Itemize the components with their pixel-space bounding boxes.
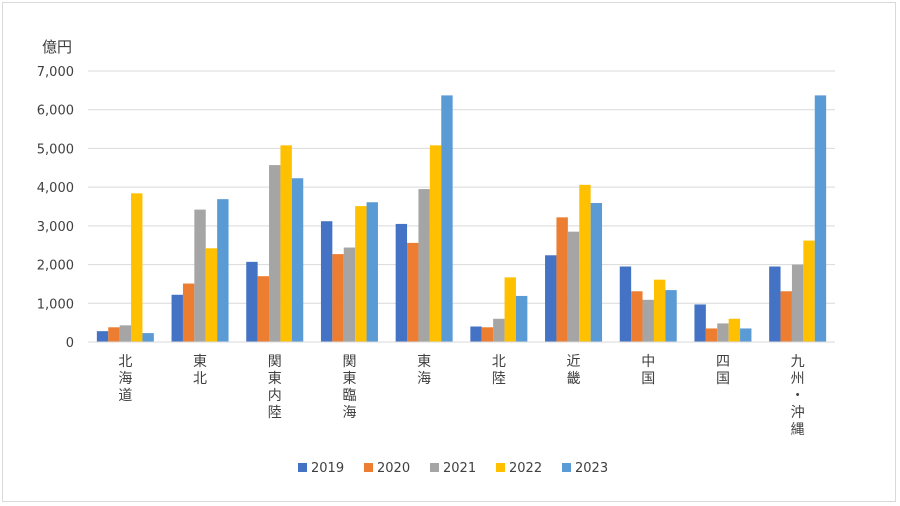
bar-2021-九州・沖縄 [791, 264, 804, 342]
legend-swatch-2021 [430, 463, 439, 472]
bar-2020-東海 [407, 242, 419, 342]
bar-2021-東北 [194, 209, 206, 342]
bar-2022-四国 [728, 318, 741, 342]
bar-2022-東北 [205, 248, 218, 342]
legend-label: 2021 [443, 461, 476, 476]
bar-2019-東北 [171, 294, 183, 342]
legend-swatch-2022 [496, 463, 505, 472]
bar-2019-四国 [694, 304, 706, 342]
bar-2021-東海 [418, 189, 430, 342]
x-category-label: 近畿 [567, 354, 581, 387]
bar-2020-九州・沖縄 [780, 291, 792, 342]
legend-label: 2022 [509, 461, 542, 476]
bar-2020-北陸 [481, 327, 494, 342]
bar-2022-東海 [429, 145, 442, 342]
bar-2020-東北 [182, 283, 195, 342]
bar-2021-四国 [717, 323, 729, 342]
y-tick-label: 4,000 [37, 181, 74, 196]
bar-2022-関東臨海 [355, 206, 367, 342]
bar-2020-関東臨海 [332, 254, 344, 342]
bar-2022-近畿 [579, 184, 591, 342]
bar-2021-北陸 [493, 318, 505, 342]
bar-2020-近畿 [556, 217, 568, 342]
bar-2023-北海道 [142, 333, 154, 342]
y-tick-label: 5,000 [37, 142, 74, 157]
bar-2023-関東内陸 [291, 178, 304, 342]
x-category-label: 北陸 [492, 354, 506, 387]
bar-2022-関東内陸 [280, 145, 292, 342]
bar-2019-北陸 [470, 326, 482, 342]
bar-2019-近畿 [545, 255, 557, 342]
bar-2023-北陸 [515, 295, 528, 342]
bar-2022-九州・沖縄 [803, 240, 815, 342]
bar-2023-中国 [665, 290, 677, 342]
legend-swatch-2019 [298, 463, 307, 472]
bar-2019-東海 [395, 223, 408, 342]
bar-2023-東海 [441, 95, 453, 342]
bar-2020-中国 [631, 291, 643, 342]
y-tick-label: 3,000 [37, 220, 74, 235]
y-tick-label: 1,000 [37, 297, 74, 312]
bar-2021-関東内陸 [269, 165, 281, 342]
legend-swatch-2020 [364, 463, 373, 472]
x-category-label: 中国 [641, 354, 655, 387]
x-category-label: 東北 [193, 354, 207, 387]
x-category-label: 東海 [417, 354, 431, 387]
bar-2021-中国 [642, 299, 654, 342]
bar-2022-中国 [653, 279, 666, 342]
bar-2021-関東臨海 [343, 247, 356, 342]
x-category-label: 北海道 [118, 354, 132, 404]
bar-2023-関東臨海 [366, 202, 378, 342]
bar-2019-北海道 [96, 331, 109, 342]
y-tick-label: 2,000 [37, 259, 74, 274]
bar-2023-東北 [217, 199, 229, 342]
bar-2022-北陸 [504, 277, 516, 342]
bar-2020-四国 [705, 328, 718, 342]
x-axis-categories: 北海道 東北 関東内陸 関東臨海 東海 北陸 近畿 中国 四国 九州・沖縄 [118, 354, 804, 438]
bar-2020-関東内陸 [257, 276, 270, 342]
x-category-label: 関東内陸 [268, 354, 282, 421]
y-axis-unit-label: 億円 [42, 38, 72, 56]
x-category-label: 四国 [716, 354, 730, 387]
y-tick-label: 6,000 [37, 104, 74, 119]
bar-2019-関東内陸 [246, 261, 258, 342]
bars [96, 95, 827, 342]
legend-label: 2019 [311, 461, 344, 476]
legend-label: 2023 [575, 461, 608, 476]
y-axis-ticks: 0 1,000 2,000 3,000 4,000 5,000 6,000 7,000 [37, 65, 74, 351]
bar-2019-関東臨海 [320, 221, 333, 342]
x-category-label: 関東臨海 [342, 354, 356, 421]
bar-2023-九州・沖縄 [814, 95, 827, 342]
bar-2023-四国 [740, 328, 752, 342]
bar-2021-北海道 [119, 325, 132, 342]
legend-label: 2020 [377, 461, 410, 476]
bar-2021-近畿 [567, 231, 580, 342]
bar-2019-九州・沖縄 [769, 266, 781, 342]
x-category-label: 九州・沖縄 [791, 354, 805, 438]
bar-2020-北海道 [108, 327, 120, 342]
y-tick-label: 7,000 [37, 65, 74, 80]
legend: 2019 2020 2021 2022 2023 [298, 461, 608, 476]
bar-2022-北海道 [131, 193, 143, 342]
bar-2023-近畿 [590, 203, 603, 342]
legend-swatch-2023 [562, 463, 571, 472]
y-tick-label: 0 [66, 336, 74, 351]
bar-2019-中国 [619, 266, 632, 342]
